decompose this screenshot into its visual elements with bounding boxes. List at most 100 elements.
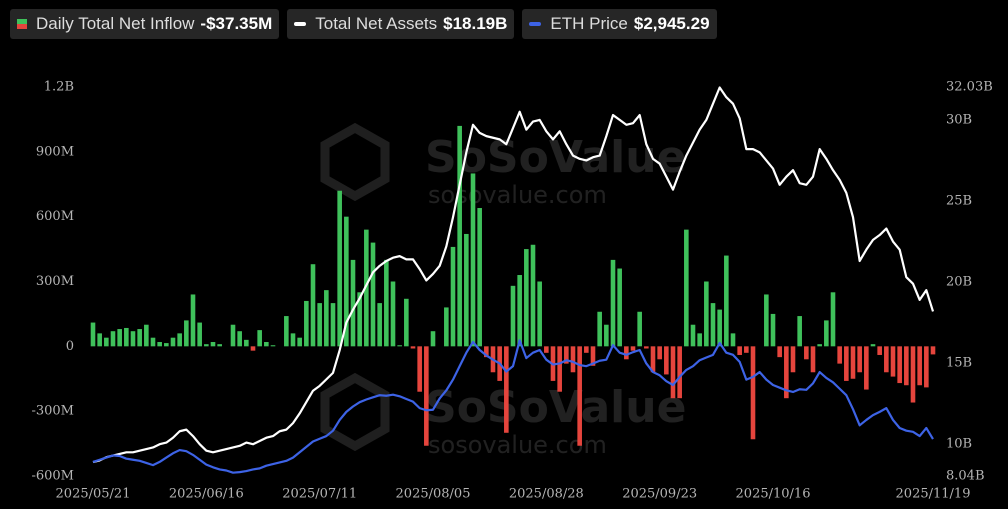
bar: [610, 259, 616, 347]
bar: [664, 346, 669, 375]
line: [92, 339, 934, 474]
bar: [690, 324, 696, 347]
bar: [737, 346, 742, 355]
watermark: SoSoValue sosovalue.com SoSoValue sosova…: [320, 122, 686, 459]
x-tick-label: 2025/10/16: [736, 487, 811, 502]
y-tick-label: -300M: [31, 404, 74, 419]
bar: [177, 333, 182, 347]
bar: [890, 346, 896, 377]
bar: [264, 342, 269, 347]
bar: [377, 303, 382, 347]
bar: [144, 324, 149, 347]
y-tick-label: 600M: [36, 209, 74, 224]
bar: [810, 346, 816, 373]
bar: [844, 346, 849, 381]
bar: [404, 298, 409, 347]
bar: [470, 173, 476, 347]
bar: [444, 307, 449, 347]
bar: [577, 346, 582, 446]
bar: [397, 345, 402, 347]
x-tick-label: 2025/08/05: [396, 487, 471, 502]
bar: [670, 346, 676, 399]
bar: [484, 346, 489, 358]
bar: [864, 346, 869, 390]
bar: [744, 346, 749, 353]
bar: [717, 309, 722, 347]
bar: [544, 346, 549, 353]
y-tick-label: 0: [66, 339, 74, 354]
bar: [230, 324, 236, 347]
legend-icon: [294, 22, 307, 26]
y2-tick-label: 10B: [946, 437, 972, 452]
bar: [270, 345, 276, 347]
bar: [150, 337, 156, 347]
bar: [797, 316, 802, 347]
bar: [137, 329, 142, 347]
bar: [344, 216, 349, 347]
bar: [570, 346, 576, 373]
y-tick-label: -600M: [31, 469, 74, 484]
bar: [910, 346, 916, 403]
x-tick-label: 2025/11/19: [896, 487, 971, 502]
bar: [157, 342, 162, 347]
bar: [530, 244, 536, 347]
bar: [524, 249, 529, 347]
y2-tick-label: 8.04B: [946, 469, 985, 484]
legend-value: -$37.35M: [200, 14, 273, 33]
bar: [97, 333, 102, 347]
bar: [644, 346, 649, 349]
bar: [304, 300, 309, 347]
bar: [677, 346, 682, 399]
bar: [190, 294, 196, 347]
x-tick-label: 2025/05/21: [56, 487, 131, 502]
bar: [464, 233, 469, 347]
y2-tick-label: 20B: [946, 275, 972, 290]
bar: [924, 346, 929, 388]
legend: Daily Total Net Inflow -$37.35M Total Net …: [10, 9, 717, 39]
bar: [557, 346, 562, 392]
bar: [510, 285, 516, 347]
bar: [850, 346, 856, 379]
bar: [117, 329, 122, 347]
bar: [237, 331, 242, 347]
bar: [170, 337, 176, 347]
bar: [90, 322, 96, 347]
bar: [804, 346, 809, 360]
bar: [904, 346, 909, 386]
bar: [684, 229, 689, 347]
legend-item[interactable]: ETH Price $2,945.29: [522, 9, 717, 39]
bar: [537, 281, 542, 347]
bar: [424, 346, 429, 446]
bar: [597, 311, 602, 347]
x-tick-label: 2025/09/23: [622, 487, 697, 502]
bar: [884, 346, 889, 373]
bar: [477, 208, 482, 347]
y-tick-label: 1.2B: [44, 80, 74, 95]
bar: [790, 346, 796, 373]
bar: [130, 331, 136, 347]
bar: [917, 346, 922, 386]
bar: [504, 346, 509, 433]
bar: [764, 294, 769, 347]
bar: [257, 330, 262, 347]
bar: [210, 342, 216, 347]
bar: [617, 268, 622, 347]
bar: [164, 343, 169, 347]
bar: [410, 346, 416, 349]
bar: [310, 264, 316, 347]
bar: [637, 311, 642, 347]
watermark-text: SoSoValue: [425, 382, 686, 433]
legend-item[interactable]: Daily Total Net Inflow -$37.35M: [10, 9, 280, 39]
bar: [330, 303, 336, 347]
bar: [350, 259, 356, 347]
y2-tick-label: 25B: [946, 193, 972, 208]
legend-item[interactable]: Total Net Assets $18.19B: [287, 9, 515, 39]
bar: [110, 331, 116, 347]
bar: [204, 344, 209, 347]
y2-tick-label: 15B: [946, 356, 972, 371]
bar: [124, 327, 129, 347]
bar: [830, 292, 836, 347]
bar: [184, 320, 189, 347]
